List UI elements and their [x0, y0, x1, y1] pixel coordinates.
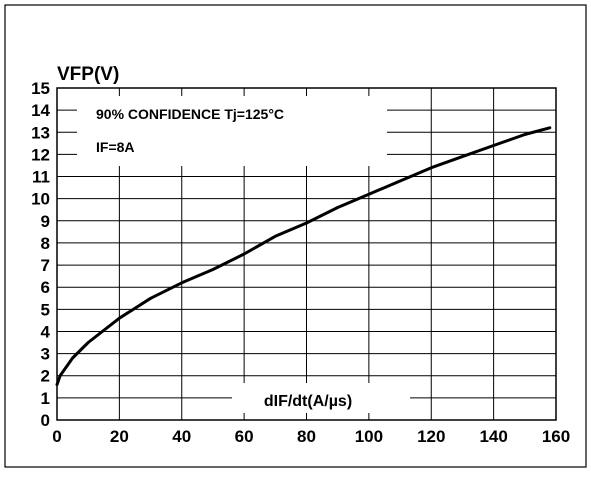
y-tick-label: 10 — [31, 190, 50, 209]
xlabel-box — [232, 383, 410, 413]
y-tick-label: 15 — [31, 79, 50, 98]
y-tick-label: 6 — [41, 278, 50, 297]
x-tick-label: 140 — [479, 427, 507, 446]
series-group — [55, 126, 552, 387]
x-tick-label: 100 — [355, 427, 383, 446]
x-tick-label: 20 — [110, 427, 129, 446]
annotation-confidence: 90% CONFIDENCE Tj=125°C — [96, 106, 284, 122]
y-tick-label: 5 — [41, 300, 50, 319]
x-tick-label: 0 — [52, 427, 61, 446]
x-tick-label: 60 — [235, 427, 254, 446]
y-tick-label: 12 — [31, 145, 50, 164]
x-tick-label: 160 — [542, 427, 570, 446]
y-axis-label: VFP(V) — [57, 64, 119, 85]
y-tick-label: 1 — [41, 389, 50, 408]
y-tick-label: 4 — [41, 322, 51, 341]
y-tick-label: 3 — [41, 345, 50, 364]
outer-border — [4, 4, 587, 468]
y-tick-label: 7 — [41, 256, 50, 275]
y-tick-label: 9 — [41, 212, 50, 231]
x-tick-label: 120 — [417, 427, 445, 446]
y-tick-label: 14 — [31, 101, 50, 120]
y-tick-label: 0 — [41, 411, 50, 430]
y-tick-label: 8 — [41, 234, 50, 253]
plot-border — [56, 87, 557, 421]
x-tick-labels: 0 20 40 60 80 100 120 140 160 — [52, 427, 570, 446]
x-tick-label: 80 — [297, 427, 316, 446]
x-tick-label: 40 — [172, 427, 191, 446]
y-tick-label: 2 — [41, 367, 50, 386]
x-axis-label: dIF/dt(A/µs) — [264, 393, 352, 410]
y-tick-label: 13 — [31, 123, 50, 142]
annotation-box — [77, 96, 387, 166]
annotation-if: IF=8A — [96, 139, 135, 155]
y-tick-label: 11 — [32, 168, 50, 187]
series-line — [55, 126, 552, 387]
